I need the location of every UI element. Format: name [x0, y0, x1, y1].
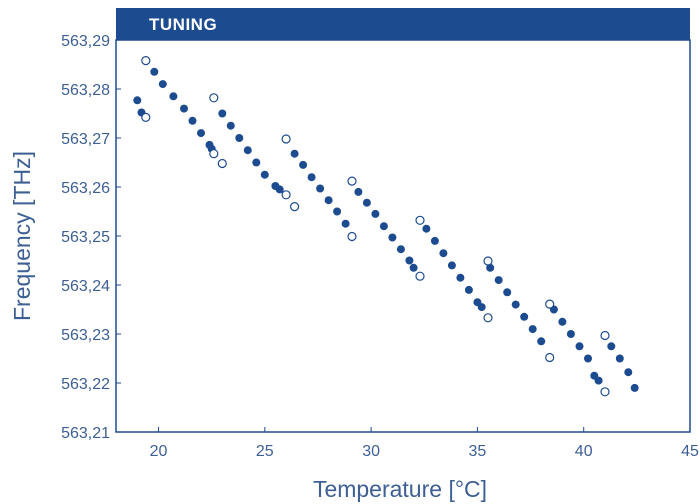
- open-data-point: [141, 112, 151, 123]
- filled-data-point: [594, 376, 603, 385]
- filled-data-point: [275, 185, 284, 194]
- x-tick-label: 25: [256, 443, 274, 460]
- open-data-point: [600, 330, 610, 341]
- open-data-point: [415, 215, 425, 225]
- y-axis-title: Frequency [THz]: [9, 151, 35, 321]
- filled-data-point: [324, 196, 333, 205]
- y-axis: 563,21 563,22 563,23 563,24 563,25 563,26 563,…: [61, 33, 121, 442]
- open-data-point: [290, 202, 300, 212]
- filled-data-point: [333, 207, 342, 216]
- y-tick-label: 563,24: [61, 278, 110, 295]
- open-data-point: [141, 55, 151, 66]
- open-data-point: [281, 190, 291, 200]
- filled-data-point: [197, 129, 205, 138]
- x-tick-label: 35: [469, 443, 487, 460]
- filled-data-point: [379, 222, 388, 231]
- filled-data-point: [169, 92, 178, 101]
- filled-data-point: [575, 342, 584, 351]
- filled-data-point: [537, 337, 546, 346]
- y-tick-label: 563,29: [61, 33, 110, 50]
- open-data-point: [347, 231, 357, 242]
- filled-data-point: [486, 263, 495, 272]
- filled-data-point: [218, 109, 227, 118]
- filled-data-point: [409, 263, 418, 272]
- filled-data-point: [630, 383, 639, 392]
- filled-data-point: [235, 134, 244, 142]
- filled-data-point: [362, 198, 371, 207]
- data-points: [133, 55, 639, 397]
- y-tick-label: 563,28: [61, 82, 110, 99]
- filled-data-point: [511, 300, 520, 309]
- filled-data-point: [290, 149, 299, 158]
- open-data-point: [483, 313, 493, 323]
- filled-data-point: [307, 173, 316, 182]
- filled-data-point: [341, 219, 350, 228]
- open-data-point: [209, 93, 219, 103]
- filled-data-point: [615, 354, 624, 363]
- filled-data-point: [243, 146, 252, 155]
- open-data-point: [281, 134, 291, 144]
- filled-data-point: [477, 303, 486, 312]
- y-tick-label: 563,21: [61, 425, 110, 442]
- y-tick-label: 563,27: [61, 131, 110, 148]
- open-data-point: [483, 256, 493, 266]
- filled-data-point: [396, 245, 405, 254]
- filled-data-point: [607, 342, 616, 351]
- plot-frame: [115, 39, 691, 433]
- filled-data-point: [371, 209, 380, 218]
- y-tick-label: 563,22: [61, 376, 110, 393]
- filled-data-point: [226, 121, 235, 130]
- filled-data-point: [584, 354, 592, 363]
- filled-data-point: [388, 233, 397, 242]
- filled-data-point: [528, 325, 537, 334]
- filled-data-point: [558, 317, 567, 326]
- filled-data-point: [188, 116, 197, 125]
- filled-data-point: [180, 104, 188, 113]
- filled-data-point: [133, 96, 142, 105]
- y-tick-label: 563,25: [61, 229, 110, 246]
- chart-title: TUNING: [149, 15, 217, 34]
- open-data-point: [209, 149, 219, 159]
- title-banner: [116, 8, 690, 40]
- filled-data-point: [439, 249, 448, 258]
- x-axis: 20 25 30 35 40 45: [150, 427, 699, 460]
- filled-data-point: [494, 276, 503, 285]
- x-tick-label: 30: [362, 443, 380, 460]
- filled-data-point: [520, 312, 529, 321]
- x-tick-label: 40: [575, 443, 593, 460]
- open-data-point: [415, 271, 425, 281]
- filled-data-point: [422, 224, 431, 233]
- filled-data-point: [624, 368, 633, 377]
- filled-data-point: [252, 158, 261, 167]
- filled-data-point: [150, 67, 159, 76]
- filled-data-point: [354, 187, 363, 196]
- y-tick-label: 563,23: [61, 327, 110, 344]
- filled-data-point: [464, 285, 473, 294]
- filled-data-point: [158, 80, 167, 89]
- open-data-point: [217, 158, 227, 169]
- open-data-point: [347, 176, 357, 186]
- filled-data-point: [260, 170, 269, 179]
- filled-data-point: [316, 184, 325, 193]
- open-data-point: [600, 387, 610, 397]
- filled-data-point: [405, 256, 414, 265]
- filled-data-point: [503, 288, 512, 297]
- x-axis-title: Temperature [°C]: [313, 476, 487, 502]
- open-data-point: [545, 352, 555, 363]
- x-tick-label: 45: [681, 443, 699, 460]
- filled-data-point: [430, 236, 439, 245]
- filled-data-point: [566, 330, 575, 338]
- open-data-point: [545, 299, 555, 309]
- y-tick-label: 563,26: [61, 180, 110, 197]
- filled-data-point: [299, 160, 308, 169]
- filled-data-point: [447, 261, 456, 270]
- filled-data-point: [456, 273, 465, 282]
- x-tick-label: 20: [150, 443, 168, 460]
